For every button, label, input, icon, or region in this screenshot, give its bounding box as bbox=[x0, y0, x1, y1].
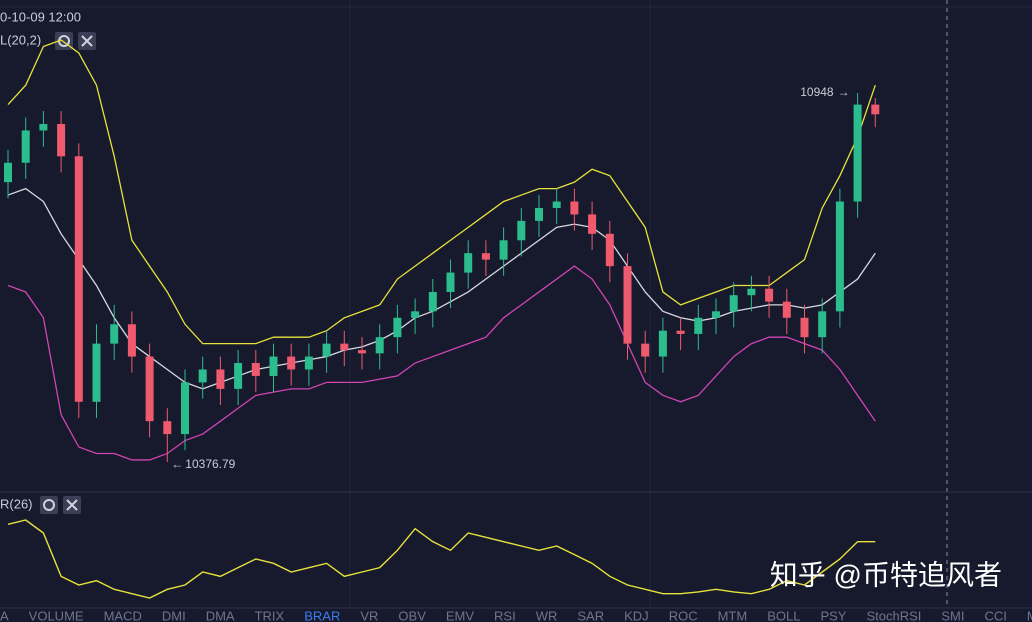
candle-body bbox=[375, 337, 384, 354]
candle-body bbox=[340, 343, 349, 351]
candle-body bbox=[428, 291, 437, 312]
candle-body bbox=[110, 324, 119, 344]
candle-body bbox=[517, 220, 526, 241]
candle-body bbox=[393, 317, 402, 338]
close-icon bbox=[81, 35, 93, 47]
candle-body bbox=[4, 162, 12, 183]
tab[interactable]: SAR bbox=[577, 608, 604, 622]
candle-body bbox=[694, 317, 703, 334]
timestamp: 0-10-09 12:00 bbox=[0, 9, 81, 24]
candle-body bbox=[676, 330, 685, 334]
candle-body bbox=[835, 201, 844, 312]
candle-body bbox=[535, 207, 543, 221]
indicator-label: L(20,2) bbox=[0, 32, 41, 47]
tab[interactable]: BOLL bbox=[767, 608, 800, 622]
arrow: ← bbox=[171, 457, 183, 471]
band-line bbox=[7, 265, 876, 461]
tab[interactable]: TRIX bbox=[255, 608, 285, 622]
tab[interactable]: KDJ bbox=[624, 608, 649, 622]
indicator-line bbox=[7, 519, 876, 599]
candle-body bbox=[287, 356, 296, 370]
settings-button[interactable] bbox=[40, 496, 58, 514]
candle-body bbox=[641, 343, 650, 357]
tab[interactable]: PSY bbox=[820, 608, 846, 622]
tab[interactable]: DMA bbox=[206, 608, 235, 622]
candle-body bbox=[251, 363, 260, 376]
candle-body bbox=[499, 240, 508, 260]
arrow: → bbox=[838, 85, 850, 99]
tab[interactable]: VOLUME bbox=[29, 608, 84, 622]
tab[interactable]: DMI bbox=[162, 608, 186, 622]
candle-body bbox=[481, 253, 490, 260]
tab[interactable]: A bbox=[0, 608, 9, 622]
candle-body bbox=[588, 214, 597, 234]
close-icon bbox=[66, 499, 78, 511]
tab[interactable]: StochRSI bbox=[866, 608, 921, 622]
candle-body bbox=[605, 233, 614, 267]
candle-body bbox=[411, 311, 420, 318]
tab[interactable]: ROC bbox=[669, 608, 698, 622]
tab[interactable]: RSI bbox=[494, 608, 516, 622]
tab[interactable]: MFI bbox=[1027, 608, 1032, 622]
candle-body bbox=[92, 343, 101, 402]
candle-body bbox=[818, 311, 827, 338]
candle-body bbox=[216, 369, 225, 389]
candle-body bbox=[747, 288, 756, 296]
candle-body bbox=[269, 356, 278, 376]
high-label: 10948 bbox=[800, 85, 834, 99]
tab[interactable]: MACD bbox=[104, 608, 142, 622]
candle-body bbox=[729, 295, 738, 312]
tab[interactable]: SMI bbox=[941, 608, 964, 622]
candle-body bbox=[198, 369, 207, 383]
candle-body bbox=[127, 324, 136, 357]
candle-body bbox=[21, 130, 30, 163]
candle-body bbox=[322, 343, 331, 357]
tab[interactable]: VR bbox=[360, 608, 378, 622]
tab[interactable]: EMV bbox=[446, 608, 475, 622]
candle-body bbox=[853, 104, 862, 202]
candle-body bbox=[57, 123, 66, 157]
candle-body bbox=[800, 317, 809, 338]
low-label: 10376.79 bbox=[185, 457, 235, 471]
candle-body bbox=[552, 201, 561, 208]
candle-body bbox=[658, 330, 667, 357]
band-line bbox=[7, 39, 876, 345]
candle-body bbox=[446, 272, 455, 292]
tab[interactable]: BRAR bbox=[304, 608, 340, 622]
candle-body bbox=[181, 382, 189, 435]
tab[interactable]: WR bbox=[536, 608, 558, 622]
candle-body bbox=[74, 156, 83, 402]
candle-body bbox=[145, 356, 154, 422]
tab[interactable]: OBV bbox=[398, 608, 426, 622]
candle-body bbox=[304, 356, 313, 370]
candle-body bbox=[358, 350, 366, 354]
candle-body bbox=[163, 421, 172, 435]
tab[interactable]: CCI bbox=[985, 608, 1007, 622]
indicator-label: R(26) bbox=[0, 496, 33, 511]
watermark: 知乎 @币特追风者 bbox=[770, 559, 1002, 590]
candle-body bbox=[234, 363, 243, 389]
candle-body bbox=[782, 301, 791, 318]
candle-body bbox=[623, 266, 632, 344]
candle-body bbox=[871, 104, 880, 115]
tab[interactable]: MTM bbox=[718, 608, 748, 622]
candle-body bbox=[712, 311, 720, 318]
candle-body bbox=[464, 253, 473, 273]
candle-body bbox=[39, 123, 48, 131]
candle-body bbox=[570, 201, 579, 215]
gear-icon bbox=[43, 499, 55, 511]
candle-body bbox=[765, 288, 774, 302]
